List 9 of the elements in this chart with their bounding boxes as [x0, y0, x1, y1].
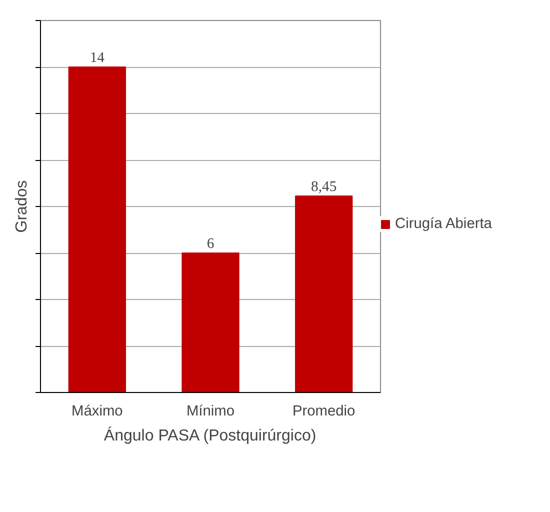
x-tick-label: Promedio	[292, 404, 356, 420]
y-axis-title: Grados	[14, 180, 30, 233]
data-label: 14	[90, 50, 106, 66]
x-axis-title: Ángulo PASA (Postquirúrgico)	[104, 426, 316, 444]
legend-label: Cirugía Abierta	[395, 216, 492, 232]
data-label: 8,45	[311, 179, 337, 196]
x-tick-label: Máximo	[72, 404, 123, 420]
data-label: 6	[206, 236, 214, 252]
x-tick-label: Mínimo	[186, 404, 235, 420]
